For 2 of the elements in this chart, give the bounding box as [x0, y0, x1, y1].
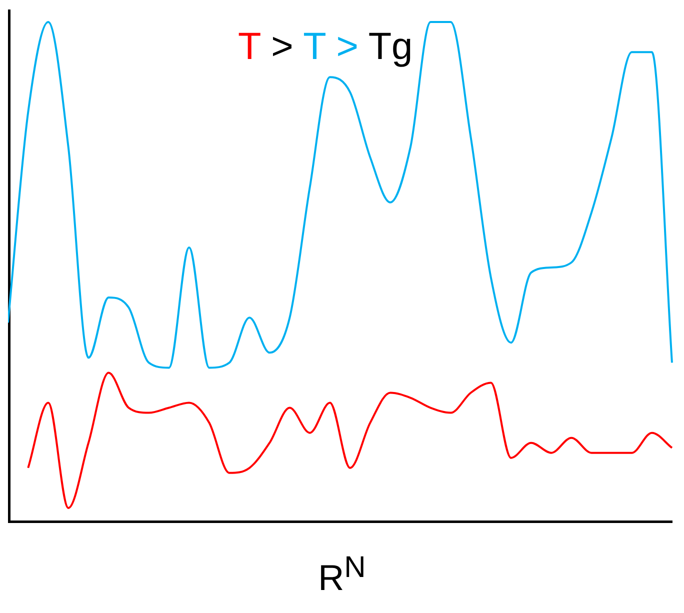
- x-axis-title: R$^{N}$: [317, 551, 367, 599]
- chart-title: T > T > Tg: [238, 26, 413, 68]
